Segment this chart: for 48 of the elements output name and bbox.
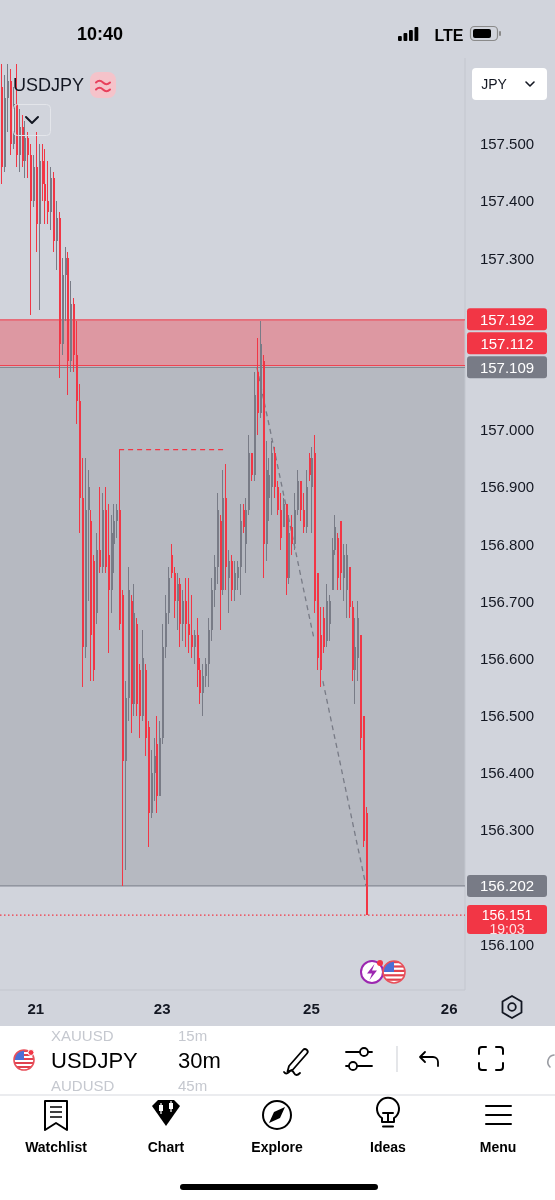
candlestick — [46, 160, 49, 225]
text: Watchlist — [25, 1139, 88, 1155]
text: XAUUSD — [51, 1026, 114, 1044]
text: 45m — [178, 1076, 208, 1094]
y-tick-label: 156.300 — [479, 821, 535, 839]
y-tick-label: 156.600 — [479, 649, 535, 667]
ref-line-label: 157.109 — [479, 358, 535, 376]
candlestick — [187, 577, 190, 654]
text: USDJPY — [51, 1047, 139, 1073]
text: 19:03 — [489, 921, 525, 938]
x-tick-label: 23 — [153, 999, 171, 1017]
y-tick-label: 157.000 — [479, 421, 535, 439]
ref-line-label: 156.151 — [481, 907, 533, 924]
candlestick — [190, 594, 193, 659]
y-tick-label: 156.500 — [479, 707, 535, 725]
candlestick — [328, 594, 331, 642]
y-tick-label: 156.900 — [479, 478, 535, 496]
candlestick — [233, 560, 236, 602]
x-tick-label: 25 — [303, 999, 320, 1017]
candlestick — [193, 629, 196, 665]
y-tick-label: 157.500 — [479, 135, 535, 153]
text: AUDUSD — [51, 1076, 115, 1094]
y-tick-label: 156.400 — [479, 764, 535, 782]
y-tick-label: 156.700 — [479, 592, 535, 610]
candlestick — [55, 200, 58, 271]
ref-line-label: 157.112 — [480, 334, 534, 352]
y-tick-label: 157.400 — [479, 192, 535, 210]
ref-line-label: 156.202 — [479, 877, 535, 895]
x-tick-label: 26 — [440, 999, 458, 1017]
text: Explore — [251, 1139, 303, 1155]
text: LTE — [434, 26, 464, 44]
y-tick-label: 156.800 — [479, 535, 535, 553]
candlestick — [181, 589, 184, 642]
candlestick — [282, 497, 285, 528]
y-tick-label: 157.300 — [479, 249, 535, 267]
text: 30m — [178, 1047, 221, 1073]
text: 10:40 — [76, 24, 124, 44]
x-tick-label: 21 — [27, 999, 45, 1017]
candlestick — [250, 452, 253, 482]
candlestick — [290, 514, 293, 556]
text: Ideas — [370, 1139, 407, 1155]
candlestick — [342, 543, 345, 602]
text: JPY — [481, 76, 508, 92]
text: 15m — [178, 1026, 208, 1044]
y-tick-label: 156.100 — [479, 935, 535, 953]
text: Chart — [147, 1139, 185, 1155]
ref-line-label: 157.192 — [479, 310, 535, 328]
text: Menu — [479, 1139, 517, 1155]
